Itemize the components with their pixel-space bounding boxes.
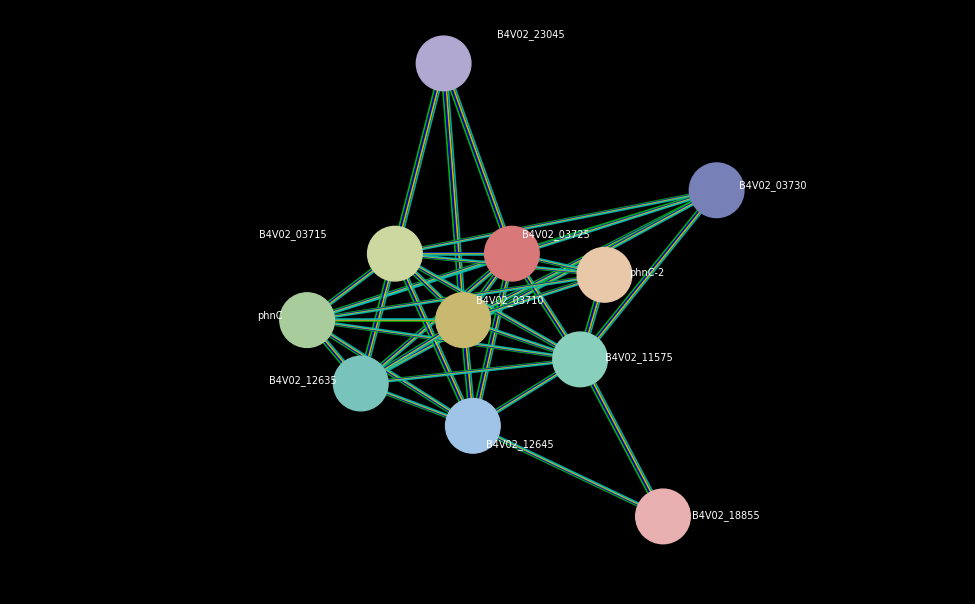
Text: B4V02_12645: B4V02_12645: [486, 439, 553, 450]
Text: phnC-2: phnC-2: [629, 268, 664, 278]
Ellipse shape: [333, 356, 388, 411]
Text: B4V02_03725: B4V02_03725: [522, 229, 589, 240]
Text: B4V02_18855: B4V02_18855: [692, 510, 760, 521]
Ellipse shape: [689, 163, 744, 217]
Text: B4V02_03715: B4V02_03715: [259, 229, 327, 240]
Text: B4V02_03730: B4V02_03730: [739, 180, 806, 191]
Text: B4V02_03710: B4V02_03710: [476, 295, 543, 306]
Ellipse shape: [636, 489, 690, 544]
Ellipse shape: [368, 226, 422, 281]
Ellipse shape: [553, 332, 607, 387]
Ellipse shape: [280, 293, 334, 347]
Ellipse shape: [446, 399, 500, 453]
Text: B4V02_11575: B4V02_11575: [604, 352, 672, 363]
Ellipse shape: [485, 226, 539, 281]
Text: B4V02_23045: B4V02_23045: [497, 30, 565, 40]
Text: B4V02_12635: B4V02_12635: [269, 375, 336, 386]
Text: phnC: phnC: [257, 312, 283, 321]
Ellipse shape: [436, 293, 490, 347]
Ellipse shape: [577, 248, 632, 302]
Ellipse shape: [416, 36, 471, 91]
